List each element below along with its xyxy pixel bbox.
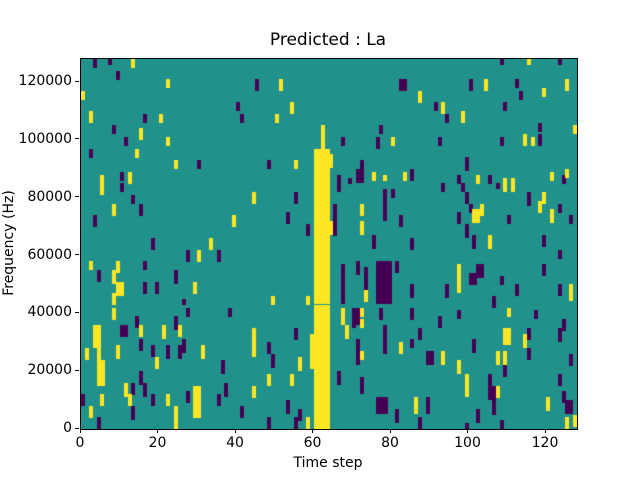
- x-tick-mark: [157, 429, 158, 433]
- x-tick-label: 80: [381, 435, 399, 451]
- x-axis-label: Time step: [293, 455, 363, 471]
- y-tick-mark: [75, 254, 79, 256]
- plot-area: [80, 58, 578, 430]
- heatmap-canvas: [81, 59, 577, 429]
- y-tick-label: 0: [63, 420, 72, 436]
- y-tick-label: 80000: [27, 188, 72, 205]
- plot-title: Predicted : La: [269, 30, 387, 50]
- x-tick-label: 40: [226, 435, 244, 451]
- x-tick-label: 20: [148, 435, 167, 451]
- y-tick-label: 120000: [18, 73, 72, 90]
- x-tick-mark: [312, 429, 313, 433]
- x-tick-label: 60: [303, 435, 322, 451]
- x-tick-mark: [544, 429, 546, 433]
- y-tick-mark: [75, 138, 79, 140]
- y-tick-mark: [75, 80, 79, 82]
- y-tick-label: 100000: [18, 130, 72, 147]
- y-tick-label: 60000: [27, 246, 72, 263]
- x-tick-label: 0: [75, 435, 85, 451]
- y-tick-label: 40000: [27, 304, 72, 321]
- y-tick-label: 20000: [27, 362, 72, 379]
- x-tick-label: 100: [454, 435, 481, 451]
- x-tick-mark: [389, 429, 391, 433]
- x-tick-mark: [79, 429, 81, 433]
- y-tick-mark: [75, 427, 79, 429]
- x-tick-mark: [234, 429, 236, 433]
- y-tick-mark: [75, 369, 79, 371]
- y-tick-mark: [75, 196, 79, 198]
- y-tick-mark: [75, 311, 79, 313]
- x-tick-mark: [467, 429, 468, 433]
- x-tick-label: 120: [531, 435, 559, 451]
